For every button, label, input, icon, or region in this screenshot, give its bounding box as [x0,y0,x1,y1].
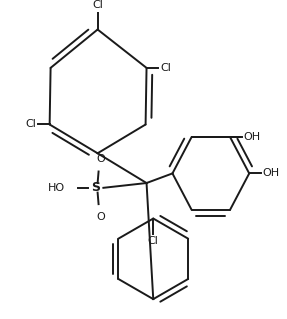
Text: HO: HO [48,183,65,193]
Text: S: S [91,181,100,194]
Text: O: O [96,212,105,222]
Text: OH: OH [263,168,280,178]
Text: Cl: Cl [92,0,103,10]
Text: Cl: Cl [148,236,159,246]
Text: Cl: Cl [25,120,36,130]
Text: OH: OH [243,132,261,142]
Text: Cl: Cl [160,63,171,73]
Text: O: O [96,154,105,164]
